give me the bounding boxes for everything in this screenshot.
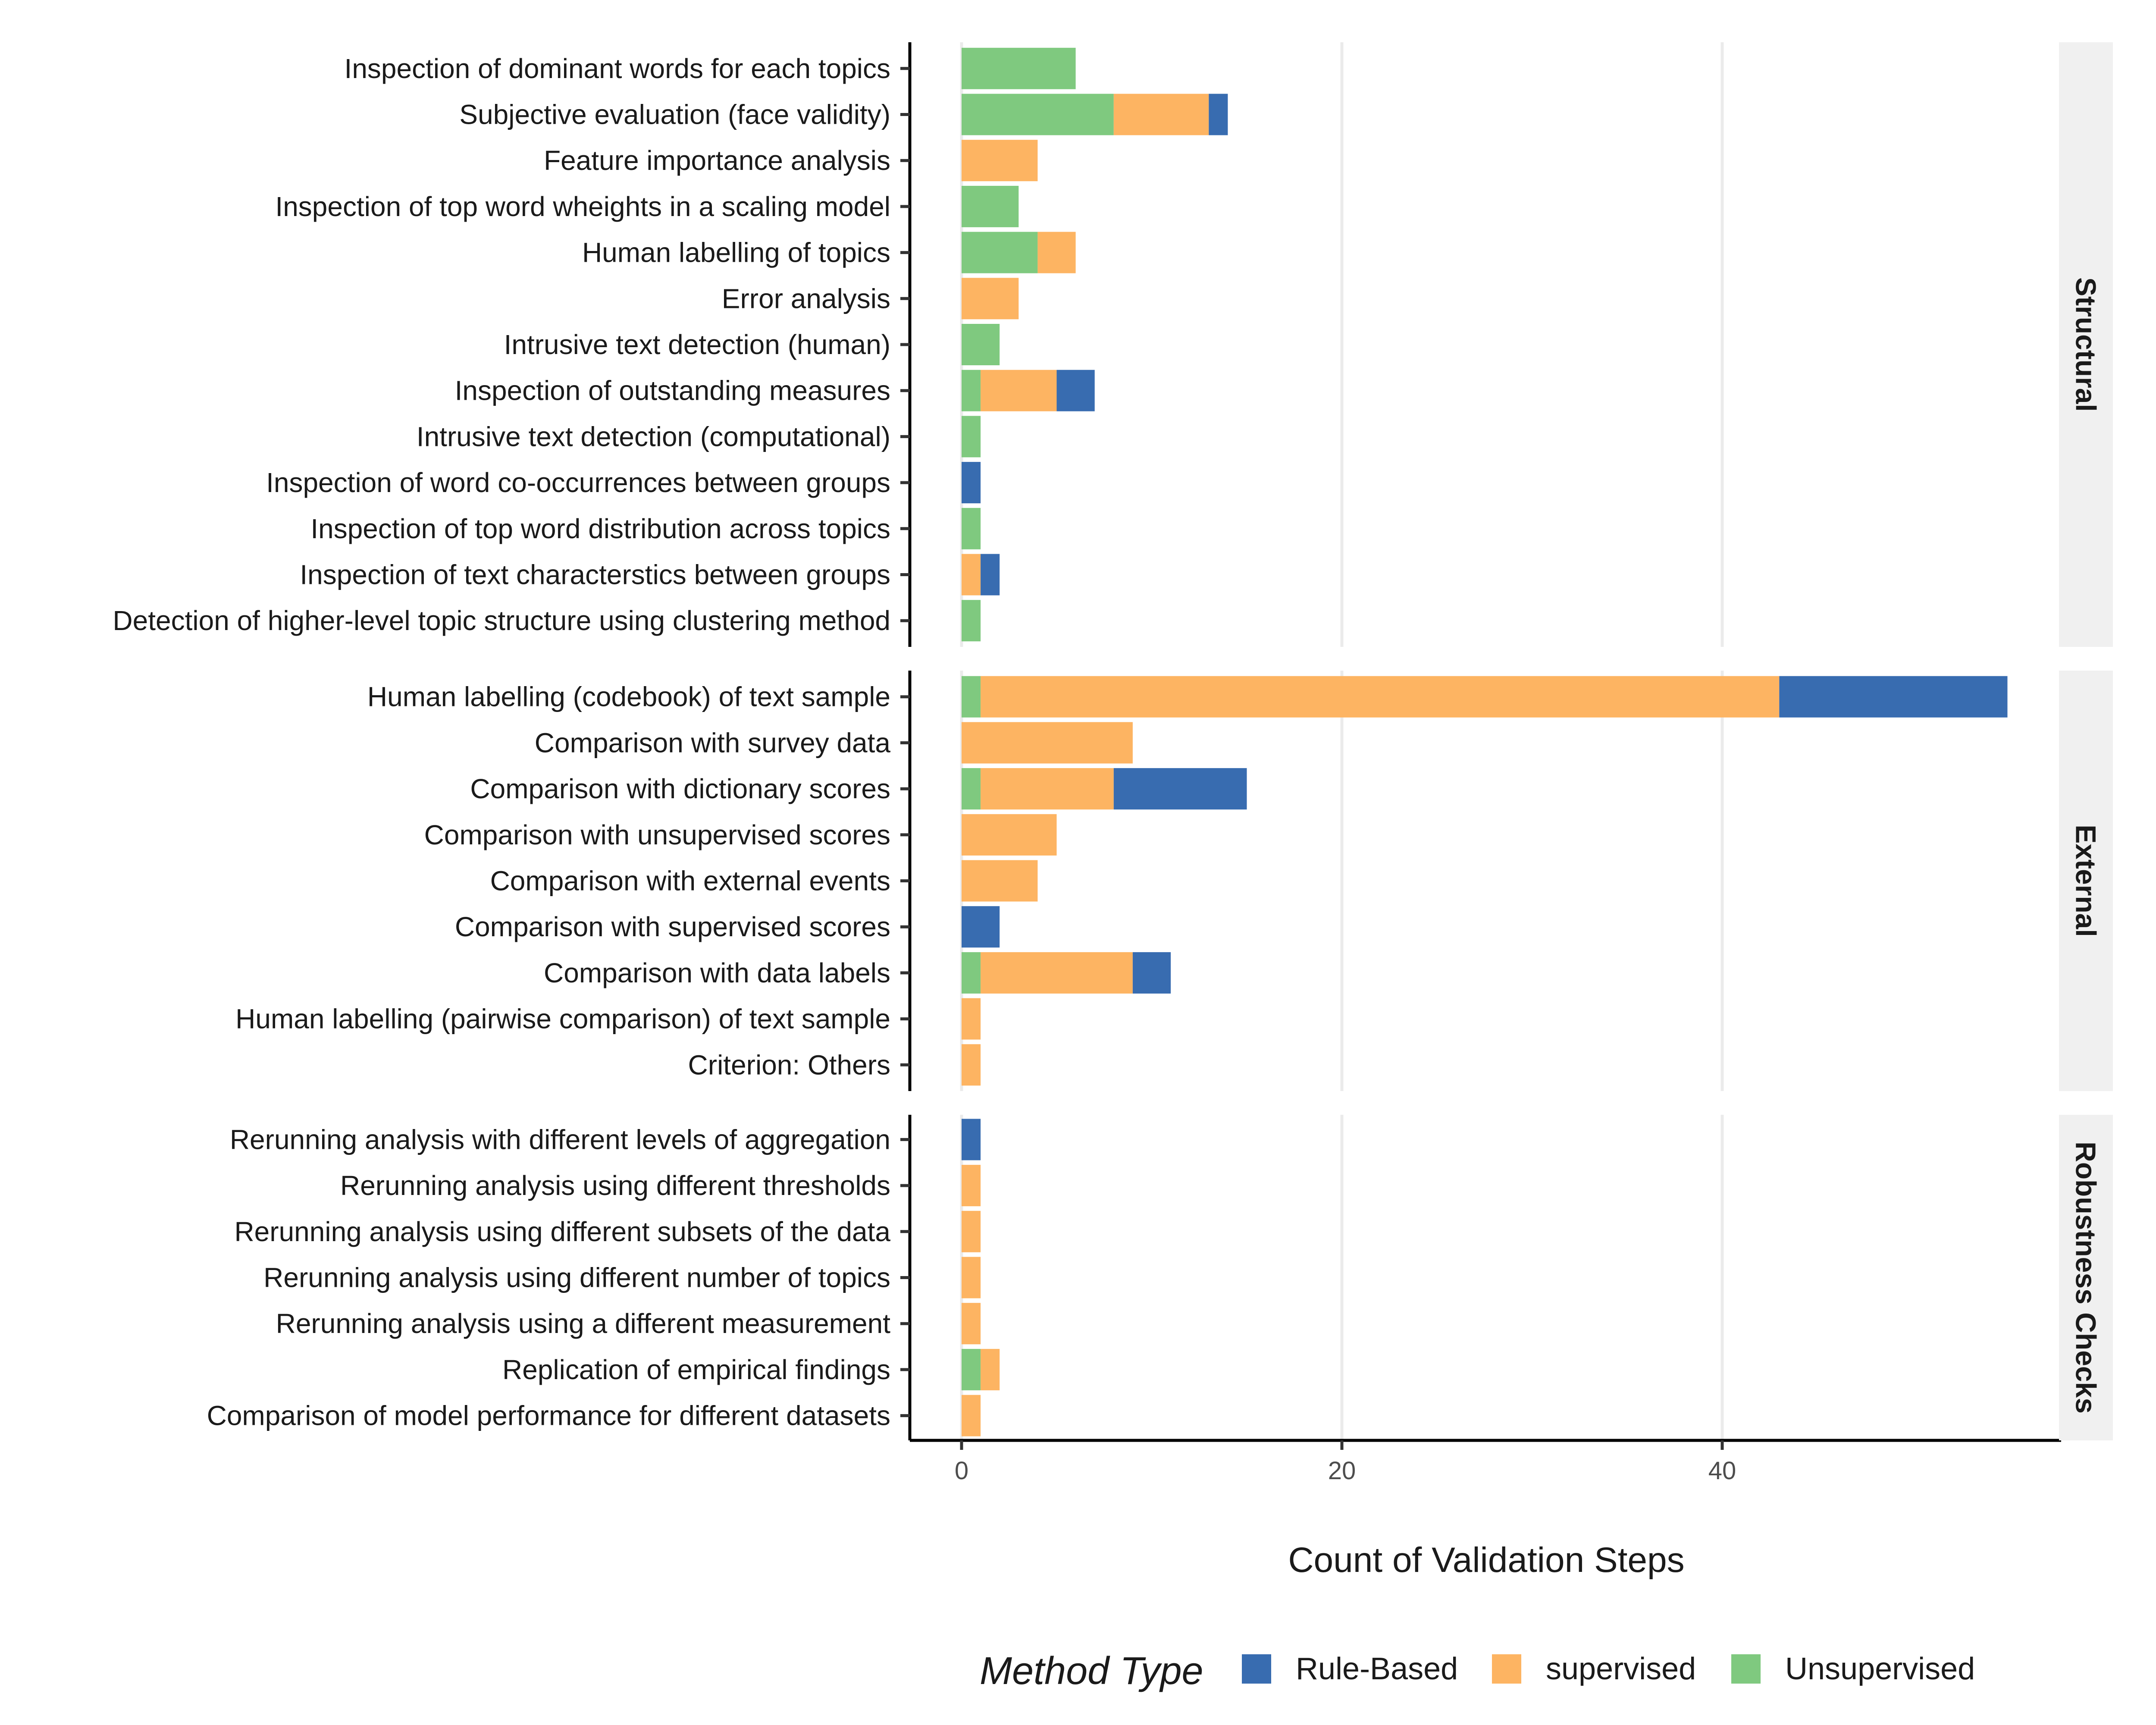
x-ticks: 0 20 40 — [955, 1440, 1736, 1485]
category-label: Comparison with dictionary scores — [470, 773, 890, 804]
bar-supervised-rerunning-analysis-using-different-number-of-topics — [962, 1257, 981, 1298]
bar-unsupervised-comparison-with-data-labels — [962, 952, 981, 994]
category-label: Intrusive text detection (computational) — [417, 421, 890, 452]
bar-rule-based-subjective-evaluation-face-validity — [1209, 94, 1228, 135]
category-label: Inspection of dominant words for each to… — [345, 53, 890, 84]
category-label: Rerunning analysis using different subse… — [234, 1216, 890, 1247]
bar-rule-based-inspection-of-outstanding-measures — [1056, 370, 1095, 411]
category-label: Intrusive text detection (human) — [504, 329, 890, 360]
bars — [962, 47, 2008, 1436]
legend: Method Type Rule-Based supervised Unsuperv… — [980, 1650, 1975, 1693]
legend-key-rule-based — [1242, 1654, 1271, 1684]
category-label: Comparison with survey data — [535, 727, 891, 758]
category-label: Inspection of top word distribution acro… — [310, 513, 890, 544]
category-label: Inspection of word co-occurrences betwee… — [266, 467, 890, 498]
category-label: Rerunning analysis using different numbe… — [263, 1262, 890, 1293]
bar-rule-based-comparison-with-data-labels — [1132, 952, 1171, 994]
bar-unsupervised-human-labelling-codebook-of-text-sample — [962, 676, 981, 718]
bar-supervised-replication-of-empirical-findings — [981, 1349, 1000, 1390]
bar-rule-based-comparison-with-supervised-scores — [962, 906, 1000, 948]
category-label: Feature importance analysis — [544, 145, 890, 176]
category-labels: Inspection of dominant words for each to… — [113, 53, 890, 1431]
category-label: Rerunning analysis using different thres… — [340, 1170, 890, 1201]
category-label: Rerunning analysis using a different mea… — [276, 1308, 891, 1339]
category-label: Replication of empirical findings — [502, 1354, 890, 1385]
legend-key-supervised — [1492, 1654, 1521, 1684]
x-axis-title: Count of Validation Steps — [1288, 1540, 1684, 1580]
category-label: Human labelling of topics — [582, 237, 890, 268]
category-label: Inspection of outstanding measures — [455, 375, 890, 406]
bar-supervised-inspection-of-text-characterstics-between-groups — [962, 554, 981, 596]
bar-rule-based-human-labelling-codebook-of-text-sample — [1779, 676, 2008, 718]
bar-supervised-error-analysis — [962, 278, 1019, 320]
bar-unsupervised-inspection-of-dominant-words-for-each-topics — [962, 47, 1076, 89]
category-label: Human labelling (pairwise comparison) of… — [235, 1004, 890, 1035]
bar-unsupervised-detection-of-higher-level-topic-structure-using-clustering-method — [962, 600, 981, 642]
category-label: Comparison with unsupervised scores — [424, 819, 890, 850]
legend-title: Method Type — [980, 1650, 1203, 1693]
category-label: Detection of higher-level topic structur… — [113, 605, 890, 636]
bar-unsupervised-inspection-of-outstanding-measures — [962, 370, 981, 411]
facet-strip-label-external: External — [2070, 825, 2102, 937]
category-label: Error analysis — [722, 283, 890, 314]
category-label: Comparison with supervised scores — [455, 911, 890, 942]
bar-unsupervised-intrusive-text-detection-human — [962, 324, 1000, 365]
bar-rule-based-inspection-of-text-characterstics-between-groups — [981, 554, 1000, 596]
category-label: Comparison with data labels — [544, 957, 890, 988]
x-tick-label-20: 20 — [1328, 1457, 1356, 1485]
bar-supervised-criterion-others — [962, 1044, 981, 1086]
bar-unsupervised-human-labelling-of-topics — [962, 232, 1038, 273]
bar-unsupervised-inspection-of-top-word-wheights-in-a-scaling-model — [962, 185, 1019, 227]
bar-supervised-inspection-of-outstanding-measures — [981, 370, 1057, 411]
category-label: Subjective evaluation (face validity) — [459, 99, 890, 130]
bar-supervised-human-labelling-pairwise-comparison-of-text-sample — [962, 998, 981, 1040]
category-label: Human labelling (codebook) of text sampl… — [367, 681, 890, 712]
bar-rule-based-inspection-of-word-co-occurrences-between-groups — [962, 462, 981, 504]
bar-supervised-comparison-with-data-labels — [981, 952, 1133, 994]
bar-supervised-comparison-with-dictionary-scores — [981, 768, 1114, 810]
legend-key-unsupervised — [1731, 1654, 1761, 1684]
category-label: Inspection of text characterstics betwee… — [300, 559, 890, 590]
category-label: Criterion: Others — [688, 1049, 890, 1080]
legend-label-rule-based: Rule-Based — [1296, 1652, 1458, 1686]
facet-strip-bg-robustness-checks — [2059, 1115, 2113, 1440]
bar-supervised-comparison-with-survey-data — [962, 722, 1133, 764]
facet-strip-bg-structural — [2059, 42, 2113, 647]
bar-unsupervised-intrusive-text-detection-computational — [962, 416, 981, 458]
facet-strip-bg-external — [2059, 671, 2113, 1091]
bar-supervised-feature-importance-analysis — [962, 140, 1038, 182]
x-tick-label-40: 40 — [1708, 1457, 1736, 1485]
category-label: Comparison of model performance for diff… — [207, 1400, 890, 1431]
bar-supervised-human-labelling-codebook-of-text-sample — [981, 676, 1780, 718]
bar-unsupervised-subjective-evaluation-face-validity — [962, 94, 1114, 135]
bar-supervised-comparison-with-unsupervised-scores — [962, 814, 1057, 856]
category-label: Rerunning analysis with different levels… — [230, 1124, 890, 1155]
bar-supervised-rerunning-analysis-using-a-different-measurement — [962, 1303, 981, 1345]
bar-unsupervised-comparison-with-dictionary-scores — [962, 768, 981, 810]
bar-supervised-human-labelling-of-topics — [1037, 232, 1076, 273]
bar-unsupervised-replication-of-empirical-findings — [962, 1349, 981, 1390]
facet-strip-label-robustness-checks: Robustness Checks — [2070, 1142, 2102, 1414]
category-label: Inspection of top word wheights in a sca… — [275, 191, 890, 222]
bar-supervised-rerunning-analysis-using-different-thresholds — [962, 1165, 981, 1207]
category-label: Comparison with external events — [490, 866, 890, 897]
bar-supervised-rerunning-analysis-using-different-subsets-of-the-data — [962, 1211, 981, 1252]
facet-strip-label-structural: Structural — [2070, 277, 2102, 412]
bar-supervised-comparison-with-external-events — [962, 860, 1038, 902]
legend-label-supervised: supervised — [1546, 1652, 1696, 1686]
bar-rule-based-rerunning-analysis-with-different-levels-of-aggregation — [962, 1119, 981, 1160]
bar-supervised-subjective-evaluation-face-validity — [1113, 94, 1209, 135]
bar-rule-based-comparison-with-dictionary-scores — [1113, 768, 1247, 810]
axes — [900, 42, 2061, 1442]
bar-supervised-comparison-of-model-performance-for-different-datasets — [962, 1395, 981, 1436]
legend-label-unsupervised: Unsupervised — [1785, 1652, 1975, 1686]
bar-unsupervised-inspection-of-top-word-distribution-across-topics — [962, 508, 981, 549]
facet-strips: Structural External Robustness Checks — [2059, 42, 2113, 1440]
x-tick-label-0: 0 — [955, 1457, 968, 1485]
